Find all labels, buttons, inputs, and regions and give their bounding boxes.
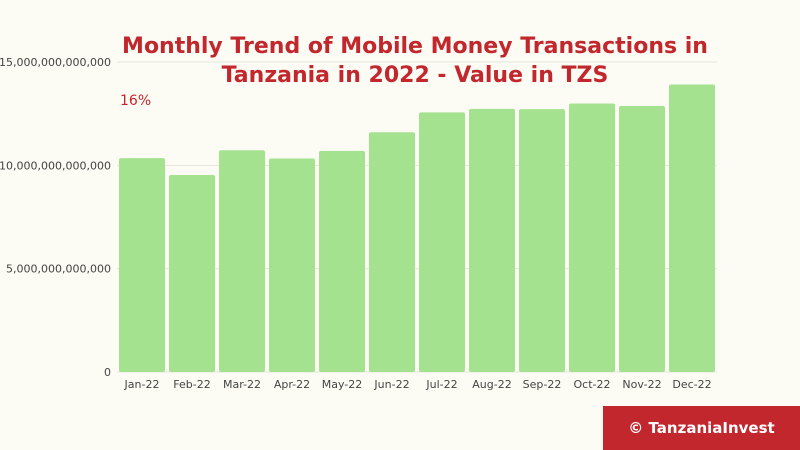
- bar-feb-22: [169, 175, 215, 372]
- brand-badge: © TanzaniaInvest: [603, 406, 800, 450]
- y-tick-label: 10,000,000,000,000: [0, 159, 111, 172]
- bar-sep-22: [519, 109, 565, 373]
- y-tick-label: 15,000,000,000,000: [0, 56, 111, 69]
- bar-jun-22: [369, 132, 415, 372]
- x-tick-label: Apr-22: [274, 378, 310, 391]
- bar-may-22: [319, 150, 365, 372]
- x-tick-label: Dec-22: [672, 378, 711, 391]
- bar-jan-22: [119, 158, 165, 372]
- x-tick-label: Nov-22: [622, 378, 661, 391]
- x-tick-label: May-22: [322, 378, 363, 391]
- bar-mar-22: [219, 150, 265, 372]
- x-tick-label: Jul-22: [425, 378, 457, 391]
- x-tick-label: Feb-22: [173, 378, 210, 391]
- bar-dec-22: [669, 84, 715, 372]
- bar-jul-22: [419, 112, 465, 372]
- x-tick-label: Mar-22: [223, 378, 261, 391]
- chart-title: Monthly Trend of Mobile Money Transactio…: [110, 32, 720, 90]
- chart-title-line-2: Tanzania in 2022 - Value in TZS: [221, 63, 609, 88]
- y-tick-label: 0: [104, 366, 111, 379]
- x-tick-label: Sep-22: [523, 378, 562, 391]
- growth-annotation: 16%: [120, 93, 152, 109]
- x-tick-label: Oct-22: [574, 378, 611, 391]
- x-tick-label: Jan-22: [124, 378, 160, 391]
- bar-aug-22: [469, 108, 515, 372]
- x-tick-label: Aug-22: [472, 378, 511, 391]
- chart-title-line-1: Monthly Trend of Mobile Money Transactio…: [122, 34, 708, 59]
- y-tick-label: 5,000,000,000,000: [6, 263, 111, 276]
- x-tick-label: Jun-22: [373, 378, 409, 391]
- bar-nov-22: [619, 106, 665, 373]
- bar-apr-22: [269, 158, 315, 372]
- bar-oct-22: [569, 103, 615, 372]
